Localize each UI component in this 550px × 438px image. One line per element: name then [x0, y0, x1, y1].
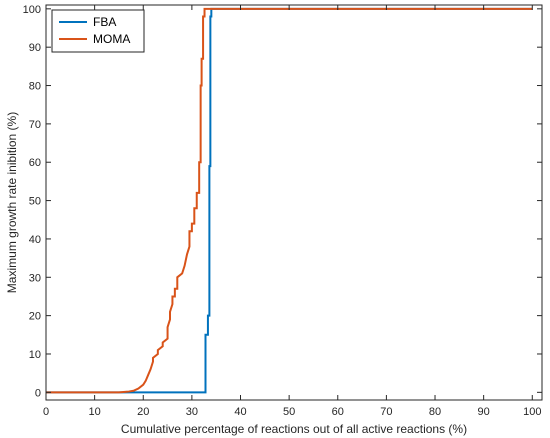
x-axis-label: Cumulative percentage of reactions out o… — [121, 422, 467, 436]
series-line-moma — [46, 7, 533, 394]
legend-box — [51, 9, 145, 53]
y-tick-label: 90 — [29, 42, 41, 54]
legend-label-fba: FBA — [93, 15, 116, 29]
x-tick-label: 30 — [186, 406, 198, 418]
x-tick-label: 40 — [234, 406, 246, 418]
legend: FBA MOMA — [51, 9, 145, 53]
y-tick-label: 30 — [29, 272, 41, 284]
x-tick-label: 60 — [332, 406, 344, 418]
y-tick-label: 10 — [29, 349, 41, 361]
x-tick-label: 0 — [43, 406, 49, 418]
x-tick-label: 100 — [523, 406, 541, 418]
legend-label-moma: MOMA — [93, 32, 130, 46]
ticks-layer: 0 10 20 30 40 50 60 70 80 90 100 0 10 20 30 40 50 60 70 80 9… — [23, 4, 542, 418]
series-layer — [46, 7, 533, 394]
y-tick-label: 70 — [29, 119, 41, 131]
plot-frame — [45, 4, 543, 401]
x-tick-label: 70 — [380, 406, 392, 418]
y-tick-label: 80 — [29, 81, 41, 93]
y-tick-label: 40 — [29, 234, 41, 246]
plot-area — [46, 5, 542, 400]
x-tick-label: 80 — [429, 406, 441, 418]
y-tick-label: 50 — [29, 196, 41, 208]
x-tick-label: 20 — [137, 406, 149, 418]
x-tick-label: 10 — [89, 406, 101, 418]
x-tick-label: 50 — [283, 406, 295, 418]
y-tick-label: 20 — [29, 311, 41, 323]
series-line-fba — [46, 7, 533, 394]
y-tick-label: 0 — [35, 387, 41, 399]
y-tick-label: 60 — [29, 157, 41, 169]
y-axis-label: Maximum growth rate inibition (%) — [5, 112, 19, 293]
y-tick-label: 100 — [23, 4, 41, 16]
x-tick-label: 90 — [478, 406, 490, 418]
